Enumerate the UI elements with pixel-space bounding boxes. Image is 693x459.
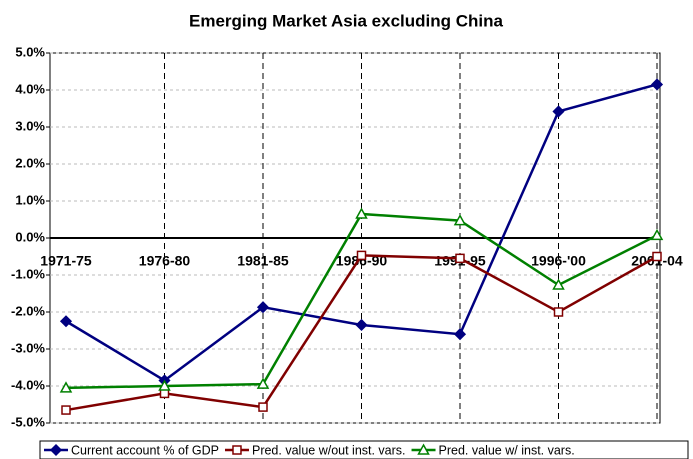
marker — [232, 445, 242, 455]
marker — [355, 318, 368, 332]
legend-label: Current account % of GDP — [71, 443, 219, 457]
y-tick-label: -1.0% — [11, 266, 45, 281]
y-tick-label: 1.0% — [15, 192, 45, 207]
marker — [455, 253, 465, 264]
marker — [59, 315, 73, 328]
marker — [553, 307, 564, 317]
y-tick-label: 2.0% — [15, 155, 45, 170]
marker — [453, 328, 467, 341]
y-tick-label: 5.0% — [15, 44, 45, 59]
y-tick-label: -4.0% — [11, 377, 45, 392]
legend-label: Pred. value w/ inst. vars. — [439, 443, 575, 457]
y-tick-label: -3.0% — [11, 340, 45, 355]
legend-box — [39, 440, 689, 459]
x-tick-label: 1996-'00 — [531, 253, 586, 269]
marker — [256, 301, 270, 314]
marker — [355, 207, 368, 219]
y-tick-label: 3.0% — [15, 118, 45, 133]
marker — [59, 381, 73, 393]
marker — [453, 214, 467, 226]
chart-title: Emerging Market Asia excluding China — [189, 11, 503, 30]
y-tick-label: 4.0% — [15, 81, 45, 96]
x-tick-label: 1981-85 — [237, 253, 289, 269]
x-tick-label: 1976-80 — [139, 253, 191, 269]
marker — [356, 250, 367, 261]
marker — [652, 251, 662, 262]
marker — [552, 278, 565, 290]
y-tick-label: -5.0% — [11, 414, 45, 429]
marker — [650, 228, 664, 241]
marker — [158, 379, 171, 391]
x-tick-label: 1971-75 — [40, 253, 92, 269]
marker — [650, 78, 664, 91]
marker — [61, 405, 71, 415]
y-tick-label: 0.0% — [15, 229, 45, 244]
legend: Current account % of GDP Pred. value w/ou… — [39, 440, 689, 459]
legend-label: Pred. value w/out inst. vars. — [252, 443, 406, 457]
marker — [258, 402, 268, 412]
marker — [417, 443, 430, 455]
marker — [49, 443, 63, 457]
y-tick-label: -2.0% — [11, 303, 45, 318]
marker — [552, 105, 565, 118]
marker — [256, 377, 270, 389]
